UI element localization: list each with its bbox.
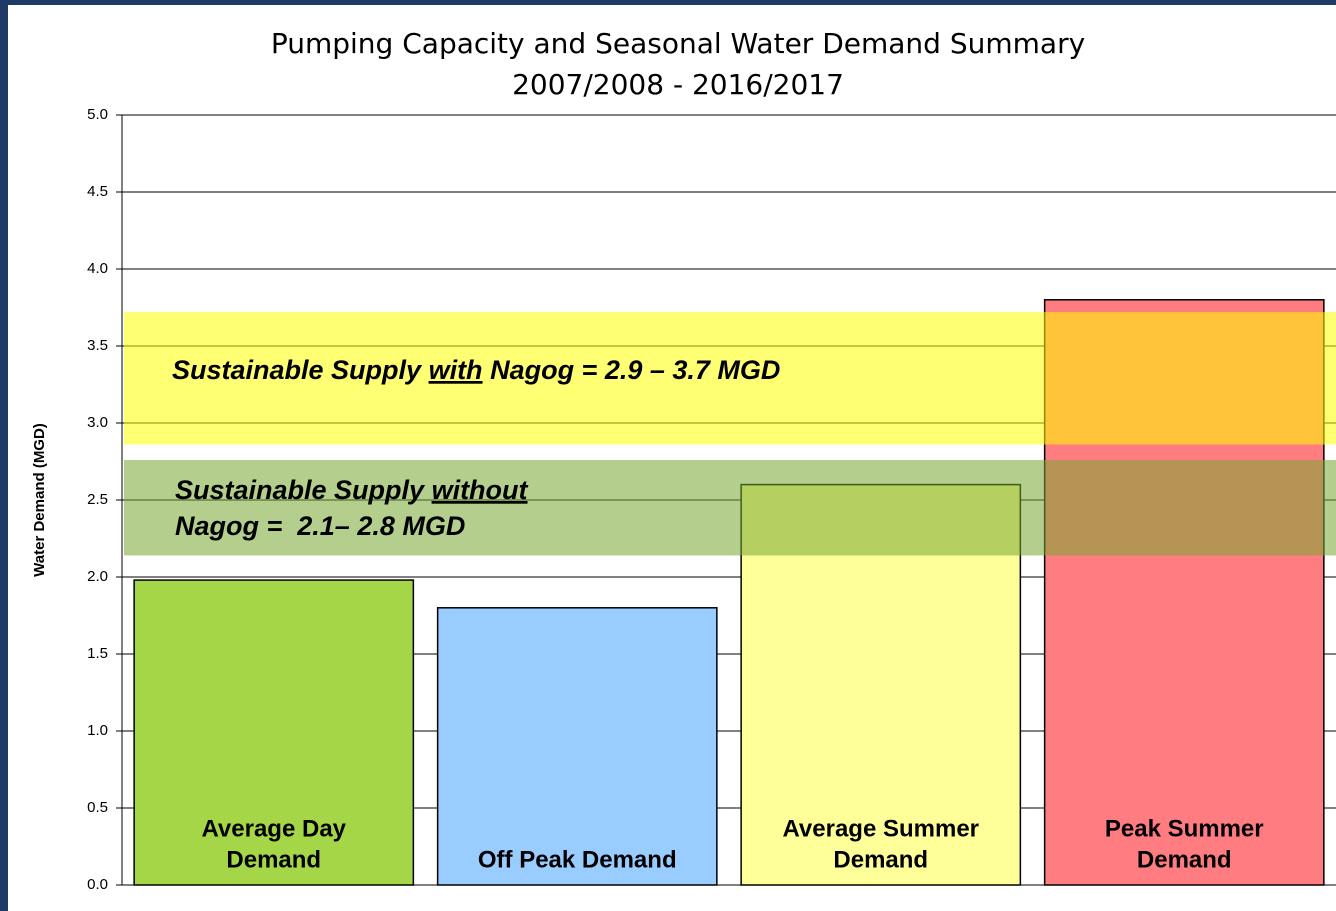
bar [436, 607, 718, 886]
y-tick-label: 5.0 [87, 106, 108, 123]
bar-label: Demand [1137, 846, 1232, 873]
annotation-part: Sustainable Supply [172, 355, 429, 385]
bar-label: Demand [226, 846, 321, 873]
y-tick-label: 3.5 [87, 337, 108, 354]
annotation-part: with [429, 355, 483, 385]
supply-band [124, 459, 1336, 556]
y-tick-label: 0.5 [87, 799, 108, 816]
bar-label: Peak Summer [1105, 815, 1264, 842]
frame-left [0, 0, 8, 911]
band-annotation: Sustainable Supply with Nagog = 2.9 – 3.… [172, 355, 780, 385]
band-annotation: Nagog = 2.1– 2.8 MGD [175, 511, 465, 541]
y-axis-label: Water Demand (MGD) [31, 423, 48, 577]
y-tick-label: 1.0 [87, 722, 108, 739]
y-tick-label: 3.0 [87, 414, 108, 431]
y-tick-label: 0.0 [87, 876, 108, 893]
supply-band [124, 312, 1336, 445]
chart-title: Pumping Capacity and Seasonal Water Dema… [271, 27, 1085, 60]
annotation-part: Nagog = 2.9 – 3.7 MGD [483, 355, 781, 385]
y-tick-label: 2.5 [87, 491, 108, 508]
y-tick-label: 4.5 [87, 183, 108, 200]
bar-label: Demand [833, 846, 928, 873]
annotation-part: without [432, 475, 529, 505]
bar-label: Off Peak Demand [478, 846, 677, 873]
bar [133, 579, 415, 886]
y-tick-label: 1.5 [87, 645, 108, 662]
plot-area: 0.0 0.5 1.0 1.5 2.0 2.5 3.0 3.5 4.0 4.5 5.0 Average… [87, 106, 1336, 893]
band-annotation: Sustainable Supply without [175, 475, 529, 505]
annotation-part: Nagog = 2.1– 2.8 MGD [175, 511, 465, 541]
annotation-part: Sustainable Supply [175, 475, 432, 505]
chart-subtitle: 2007/2008 - 2016/2017 [512, 68, 844, 101]
y-tick-label: 4.0 [87, 260, 108, 277]
annotations: Sustainable Supply with Nagog = 2.9 – 3.… [172, 355, 780, 541]
frame-top [0, 0, 1336, 5]
y-tick-label: 2.0 [87, 568, 108, 585]
bar-label: Average Day [201, 815, 346, 842]
bar-label: Average Summer [782, 815, 979, 842]
